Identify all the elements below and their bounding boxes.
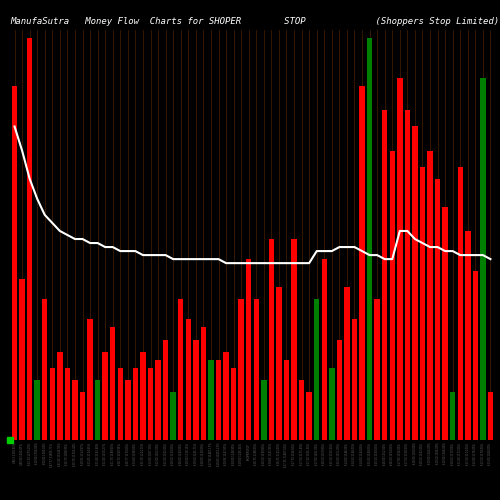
Bar: [299, 380, 304, 440]
Bar: [442, 207, 448, 440]
Bar: [125, 380, 130, 440]
Bar: [329, 368, 334, 440]
Bar: [178, 300, 184, 440]
Bar: [132, 368, 138, 440]
Bar: [254, 300, 259, 440]
Bar: [27, 38, 32, 440]
Bar: [367, 38, 372, 440]
Bar: [435, 178, 440, 440]
Bar: [186, 320, 191, 440]
Bar: [344, 288, 350, 440]
Bar: [284, 360, 289, 440]
Bar: [95, 380, 100, 440]
Bar: [200, 328, 206, 440]
Bar: [102, 352, 108, 440]
Bar: [88, 320, 93, 440]
Bar: [412, 126, 418, 440]
Bar: [72, 380, 78, 440]
Bar: [374, 300, 380, 440]
Bar: [428, 150, 433, 440]
Bar: [50, 368, 55, 440]
Bar: [352, 320, 357, 440]
Bar: [458, 166, 463, 440]
Bar: [306, 392, 312, 440]
Bar: [472, 271, 478, 440]
Bar: [20, 279, 25, 440]
Bar: [390, 150, 395, 440]
Bar: [360, 86, 365, 440]
Bar: [208, 360, 214, 440]
Bar: [34, 380, 40, 440]
Bar: [163, 340, 168, 440]
Bar: [224, 352, 229, 440]
Bar: [170, 392, 176, 440]
Bar: [268, 239, 274, 440]
Bar: [246, 259, 252, 440]
Bar: [118, 368, 123, 440]
Bar: [140, 352, 145, 440]
Bar: [80, 392, 85, 440]
Bar: [276, 288, 281, 440]
Bar: [148, 368, 153, 440]
Bar: [292, 239, 297, 440]
Bar: [156, 360, 161, 440]
Bar: [193, 340, 198, 440]
Bar: [420, 166, 425, 440]
Bar: [216, 360, 221, 440]
Bar: [314, 300, 320, 440]
Bar: [382, 110, 388, 440]
Bar: [57, 352, 62, 440]
Bar: [231, 368, 236, 440]
Bar: [397, 78, 402, 440]
Bar: [110, 328, 116, 440]
Bar: [64, 368, 70, 440]
Bar: [336, 340, 342, 440]
Bar: [465, 231, 470, 440]
Bar: [238, 300, 244, 440]
Bar: [261, 380, 266, 440]
Bar: [480, 78, 486, 440]
Bar: [450, 392, 456, 440]
Bar: [42, 300, 48, 440]
Text: ManufaSutra   Money Flow  Charts for SHOPER        STOP             (Shoppers St: ManufaSutra Money Flow Charts for SHOPER…: [10, 17, 499, 26]
Bar: [12, 86, 18, 440]
Bar: [488, 392, 493, 440]
Bar: [322, 259, 327, 440]
Bar: [404, 110, 410, 440]
